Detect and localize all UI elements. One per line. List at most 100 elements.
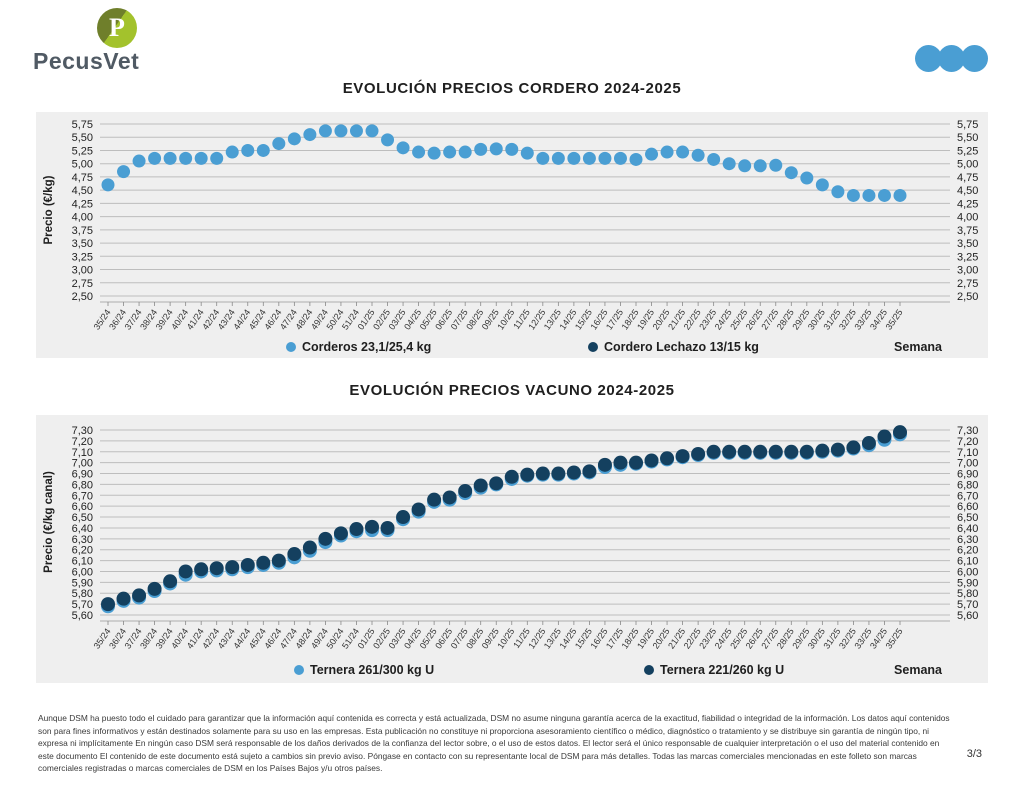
chart1-legend: Corderos 23,1/25,4 kg Cordero Lechazo 13… xyxy=(36,340,988,358)
disclaimer-text: Aunque DSM ha puesto todo el cuidado par… xyxy=(38,713,950,774)
svg-text:5,00: 5,00 xyxy=(72,159,93,171)
svg-text:6,10: 6,10 xyxy=(957,556,978,568)
svg-text:6,40: 6,40 xyxy=(957,523,978,535)
svg-text:3,75: 3,75 xyxy=(72,225,93,237)
svg-text:6,30: 6,30 xyxy=(957,534,978,546)
svg-text:35/25: 35/25 xyxy=(884,626,905,650)
svg-text:35/25: 35/25 xyxy=(884,307,905,331)
svg-text:2,50: 2,50 xyxy=(957,291,978,303)
svg-text:7,30: 7,30 xyxy=(957,425,978,437)
legend-label: Ternera 261/300 kg U xyxy=(310,663,435,677)
svg-text:6,90: 6,90 xyxy=(957,469,978,481)
chart2-plot-area: 7,30 7,30 7,20 7,20 7,10 7,10 7,00 7,00 6,90 6,90… xyxy=(36,415,988,683)
svg-text:3,00: 3,00 xyxy=(72,265,93,277)
svg-text:Precio (€/kg canal): Precio (€/kg canal) xyxy=(43,471,55,573)
svg-text:5,90: 5,90 xyxy=(957,577,978,589)
svg-text:5,50: 5,50 xyxy=(72,132,93,144)
svg-text:4,25: 4,25 xyxy=(72,198,93,210)
legend-dot-navy-icon xyxy=(588,342,598,352)
svg-text:6,70: 6,70 xyxy=(72,490,93,502)
svg-text:4,25: 4,25 xyxy=(957,198,978,210)
svg-text:4,00: 4,00 xyxy=(72,212,93,224)
svg-text:7,00: 7,00 xyxy=(72,458,93,470)
svg-text:5,75: 5,75 xyxy=(957,119,978,131)
svg-text:6,50: 6,50 xyxy=(957,512,978,524)
svg-text:7,30: 7,30 xyxy=(72,425,93,437)
svg-text:5,25: 5,25 xyxy=(957,145,978,157)
svg-text:7,00: 7,00 xyxy=(957,458,978,470)
dot-icon xyxy=(915,45,942,72)
legend-dot-lightblue-icon xyxy=(286,342,296,352)
svg-text:6,80: 6,80 xyxy=(957,479,978,491)
legend-dot-lightblue-icon xyxy=(294,665,304,675)
svg-text:5,50: 5,50 xyxy=(957,132,978,144)
legend-item-ternera-261: Ternera 261/300 kg U xyxy=(294,663,434,677)
legend-dot-navy-icon xyxy=(644,665,654,675)
logo-letter: P xyxy=(109,13,125,42)
svg-text:5,90: 5,90 xyxy=(72,577,93,589)
svg-text:5,80: 5,80 xyxy=(957,588,978,600)
chart2-title: EVOLUCIÓN PRECIOS VACUNO 2024-2025 xyxy=(349,382,675,399)
svg-text:2,75: 2,75 xyxy=(72,278,93,290)
svg-text:4,50: 4,50 xyxy=(72,185,93,197)
chart2-canvas: 7,30 7,307,20 7,207,10 7,107,00 7,006,90 6,90… xyxy=(43,425,978,651)
svg-text:5,60: 5,60 xyxy=(957,610,978,622)
svg-text:10/25: 10/25 xyxy=(495,307,516,331)
chart2-legend: Ternera 261/300 kg U Ternera 221/260 kg … xyxy=(36,663,988,681)
svg-text:6,30: 6,30 xyxy=(72,534,93,546)
svg-text:5,60: 5,60 xyxy=(72,610,93,622)
svg-text:6,00: 6,00 xyxy=(72,566,93,578)
chart1-title: EVOLUCIÓN PRECIOS CORDERO 2024-2025 xyxy=(342,80,682,97)
svg-text:4,75: 4,75 xyxy=(72,172,93,184)
legend-item-ternera-221: Ternera 221/260 kg U xyxy=(644,663,784,677)
svg-text:6,80: 6,80 xyxy=(72,479,93,491)
chart2-xaxis-label: Semana xyxy=(894,663,942,677)
svg-text:6,50: 6,50 xyxy=(72,512,93,524)
svg-text:10/25: 10/25 xyxy=(495,626,516,650)
svg-text:6,10: 6,10 xyxy=(72,556,93,568)
svg-text:2,75: 2,75 xyxy=(957,278,978,290)
svg-text:3,00: 3,00 xyxy=(957,265,978,277)
header-dots-decoration xyxy=(915,45,988,72)
chart1-plot-area: 5,75 5,75 5,50 5,50 5,25 5,25 5,00 5,00 4,75 4,75… xyxy=(36,112,988,358)
svg-text:Precio (€/kg): Precio (€/kg) xyxy=(43,175,55,244)
legend-label: Cordero Lechazo 13/15 kg xyxy=(604,340,759,354)
svg-text:3,50: 3,50 xyxy=(957,238,978,250)
logo-text: PecusVet xyxy=(33,48,140,74)
svg-text:6,70: 6,70 xyxy=(957,490,978,502)
svg-text:6,00: 6,00 xyxy=(957,566,978,578)
legend-label: Ternera 221/260 kg U xyxy=(660,663,785,677)
svg-text:2,50: 2,50 xyxy=(72,291,93,303)
legend-item-lechazo: Cordero Lechazo 13/15 kg xyxy=(588,340,759,354)
dot-icon xyxy=(961,45,988,72)
svg-text:7,10: 7,10 xyxy=(957,447,978,459)
svg-text:6,20: 6,20 xyxy=(957,545,978,557)
svg-text:6,60: 6,60 xyxy=(957,501,978,513)
svg-text:7,10: 7,10 xyxy=(72,447,93,459)
svg-text:6,60: 6,60 xyxy=(72,501,93,513)
svg-text:5,00: 5,00 xyxy=(957,159,978,171)
svg-text:3,25: 3,25 xyxy=(72,251,93,263)
svg-text:6,40: 6,40 xyxy=(72,523,93,535)
svg-text:5,25: 5,25 xyxy=(72,145,93,157)
svg-text:3,50: 3,50 xyxy=(72,238,93,250)
svg-text:5,80: 5,80 xyxy=(72,588,93,600)
svg-text:4,50: 4,50 xyxy=(957,185,978,197)
pecusvet-logo-icon: P xyxy=(97,8,137,48)
svg-text:7,20: 7,20 xyxy=(957,436,978,448)
svg-text:3,25: 3,25 xyxy=(957,251,978,263)
svg-text:7,20: 7,20 xyxy=(72,436,93,448)
svg-text:5,75: 5,75 xyxy=(72,119,93,131)
svg-text:3,75: 3,75 xyxy=(957,225,978,237)
svg-text:5,70: 5,70 xyxy=(957,599,978,611)
svg-text:6,90: 6,90 xyxy=(72,469,93,481)
legend-label: Corderos 23,1/25,4 kg xyxy=(302,340,432,354)
page-number: 3/3 xyxy=(966,748,982,760)
dot-icon xyxy=(938,45,965,72)
svg-text:4,00: 4,00 xyxy=(957,212,978,224)
svg-text:5,70: 5,70 xyxy=(72,599,93,611)
chart1-xaxis-label: Semana xyxy=(894,340,942,354)
svg-text:6,20: 6,20 xyxy=(72,545,93,557)
legend-item-corderos: Corderos 23,1/25,4 kg xyxy=(286,340,431,354)
chart1-canvas: 5,75 5,755,50 5,505,25 5,255,00 5,004,75 4,75… xyxy=(43,119,978,332)
